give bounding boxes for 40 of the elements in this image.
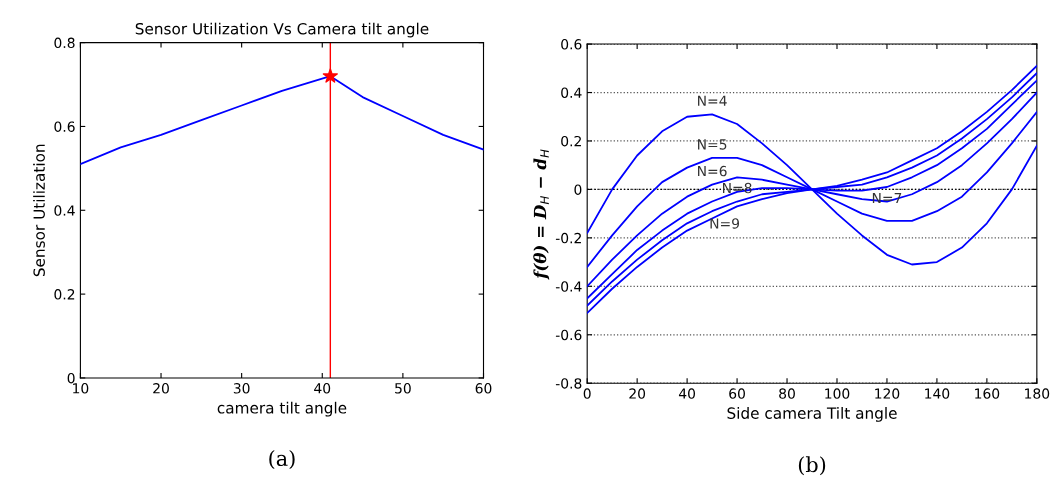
y-tick-label: 0.6: [561, 39, 582, 50]
x-tick-label: 160: [975, 388, 1000, 399]
y-tick-label: 0.2: [561, 135, 581, 147]
x-tick-label: 10: [73, 383, 89, 394]
annotation: N=4: [698, 95, 727, 106]
y-tick-label: -0.6: [555, 329, 582, 341]
x-tick-label: 100: [825, 388, 850, 399]
annotation: N=6: [698, 165, 727, 177]
y-tick-label: 0.4: [561, 87, 582, 98]
y-tick-label: 0.8: [54, 37, 75, 49]
x-axis-title: camera tilt angle: [217, 401, 347, 417]
y-tick-label: 0.6: [54, 121, 75, 132]
x-tick-label: 60: [475, 383, 492, 394]
x-tick-label: 50: [395, 383, 411, 394]
x-tick-label: 80: [779, 388, 795, 399]
x-tick-label: 60: [729, 388, 745, 399]
y-tick-label: -0.4: [555, 281, 582, 292]
x-tick-label: 20: [629, 388, 646, 399]
x-tick-label: 40: [314, 383, 331, 394]
x-tick-label: 20: [153, 383, 169, 394]
y-tick-label: 0: [67, 372, 75, 384]
y-tick-label: -0.8: [555, 378, 582, 389]
y-axis-title: Sensor Utilization: [33, 144, 45, 277]
text: (a): [269, 450, 295, 470]
x-tick-label: 120: [875, 388, 900, 399]
y-axis-title: f(θ) = D$_{H}$ − d$_{H}$: [533, 149, 550, 280]
x-tick-label: 0: [583, 388, 591, 399]
annotation: N=9: [710, 218, 740, 229]
y-tick-label: -0.2: [555, 232, 581, 244]
y-tick-label: 0: [574, 184, 582, 195]
y-tick-label: 0.4: [54, 205, 75, 216]
y-tick-label: 0.2: [54, 289, 75, 300]
x-tick-label: 140: [925, 388, 950, 399]
x-tick-label: 40: [678, 388, 696, 399]
x-tick-label: 30: [233, 383, 250, 394]
text: (b): [798, 456, 826, 476]
x-axis-title: Side camera Tilt angle: [727, 407, 897, 422]
chart-title: Sensor Utilization Vs Camera tilt angle: [135, 22, 429, 38]
x-tick-label: 180: [1025, 388, 1050, 399]
annotation: N=5: [698, 139, 727, 150]
